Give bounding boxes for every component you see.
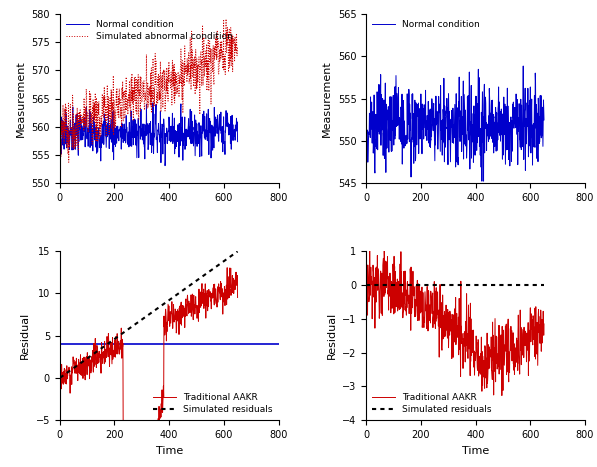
Simulated abnormal condition (145, 103, 152, 109)
Normal condition (478, 178, 485, 184)
Traditional AAKR (498, 393, 506, 398)
Normal condition (56, 114, 63, 120)
Simulated residuals (180, 287, 187, 293)
Line: Normal condition: Normal condition (367, 66, 544, 181)
Legend: Traditional AAKR, Simulated residuals: Traditional AAKR, Simulated residuals (151, 391, 274, 416)
Normal condition (487, 134, 494, 139)
Normal condition (451, 117, 458, 122)
X-axis label: Time: Time (156, 446, 183, 456)
Simulated abnormal condition (196, 71, 203, 77)
Simulated residuals (144, 312, 152, 318)
Legend: Normal condition, Simulated abnormal condition: Normal condition, Simulated abnormal con… (64, 19, 235, 43)
Simulated residuals (410, 282, 417, 288)
Traditional AAKR (477, 363, 484, 368)
Simulated residuals (104, 341, 111, 347)
Normal condition (234, 139, 241, 144)
Legend: Normal condition: Normal condition (371, 19, 482, 31)
Simulated abnormal condition (65, 159, 72, 165)
Simulated abnormal condition (234, 44, 241, 50)
Y-axis label: Measurement: Measurement (322, 60, 332, 137)
Y-axis label: Measurement: Measurement (16, 60, 26, 137)
Normal condition (519, 63, 527, 69)
Simulated residuals (451, 282, 458, 288)
Simulated residuals (540, 282, 547, 288)
Simulated residuals (234, 248, 241, 254)
Simulated residuals (487, 282, 494, 288)
Normal condition (476, 152, 484, 158)
Simulated residuals (182, 285, 189, 291)
Traditional AAKR (180, 303, 187, 309)
Simulated abnormal condition (180, 80, 187, 85)
Simulated residuals (170, 294, 177, 300)
Simulated residuals (56, 375, 63, 381)
Normal condition (540, 117, 547, 123)
Simulated abnormal condition (223, 16, 230, 22)
Traditional AAKR (540, 321, 547, 327)
Y-axis label: Residual: Residual (20, 312, 30, 359)
Normal condition (196, 154, 204, 159)
Simulated abnormal condition (56, 114, 63, 120)
Normal condition (183, 143, 190, 149)
Legend: Traditional AAKR, Simulated residuals: Traditional AAKR, Simulated residuals (371, 391, 494, 416)
Normal condition (104, 120, 111, 126)
Traditional AAKR (224, 265, 231, 270)
Simulated residuals (502, 282, 509, 288)
Normal condition (503, 104, 510, 109)
Traditional AAKR (381, 246, 388, 252)
Normal condition (171, 115, 178, 121)
Normal condition (363, 126, 370, 132)
Simulated residuals (489, 282, 496, 288)
Traditional AAKR (489, 319, 496, 325)
Simulated abnormal condition (183, 67, 190, 72)
Traditional AAKR (183, 310, 190, 315)
Normal condition (180, 130, 187, 136)
Y-axis label: Residual: Residual (327, 312, 337, 359)
Traditional AAKR (171, 319, 178, 325)
Traditional AAKR (363, 296, 370, 302)
Traditional AAKR (411, 284, 418, 290)
Normal condition (144, 147, 152, 152)
X-axis label: Time: Time (462, 446, 489, 456)
Line: Simulated abnormal condition: Simulated abnormal condition (60, 19, 238, 162)
Simulated abnormal condition (171, 96, 178, 101)
Simulated residuals (196, 276, 203, 282)
Traditional AAKR (234, 295, 241, 300)
Traditional AAKR (196, 296, 203, 301)
Line: Simulated residuals: Simulated residuals (60, 251, 238, 378)
Simulated residuals (476, 282, 484, 288)
Line: Traditional AAKR: Traditional AAKR (367, 249, 544, 396)
Traditional AAKR (56, 380, 63, 386)
Traditional AAKR (451, 306, 458, 311)
Traditional AAKR (503, 321, 510, 327)
Traditional AAKR (104, 347, 111, 352)
Simulated abnormal condition (104, 112, 111, 118)
Normal condition (149, 100, 156, 106)
Normal condition (489, 109, 496, 114)
Normal condition (410, 161, 417, 166)
Line: Normal condition: Normal condition (60, 103, 238, 166)
Traditional AAKR (487, 347, 494, 353)
Simulated residuals (363, 282, 370, 288)
Line: Traditional AAKR: Traditional AAKR (60, 268, 238, 467)
Normal condition (161, 163, 168, 169)
